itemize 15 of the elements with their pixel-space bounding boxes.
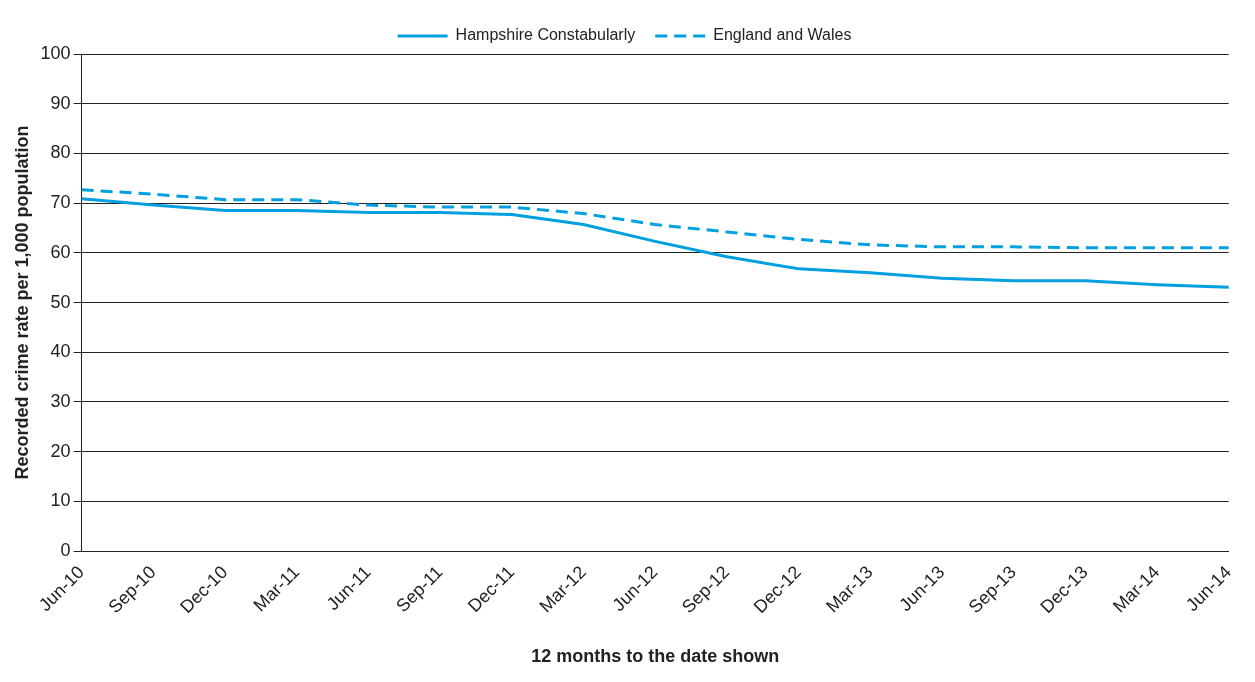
legend-label: Hampshire Constabularly [455, 26, 636, 44]
y-tick-label: 0 [60, 540, 71, 561]
y-axis-title: Recorded crime rate per 1,000 population [11, 125, 32, 480]
y-tick-label: 20 [50, 440, 71, 461]
y-tick-label: 80 [50, 142, 71, 163]
legend-label: England and Wales [713, 26, 852, 44]
y-tick-label: 50 [50, 291, 71, 312]
y-tick-label: 30 [50, 390, 71, 411]
y-tick-label: 90 [50, 92, 71, 113]
x-axis-title: 12 months to the date shown [531, 646, 780, 667]
y-tick-label: 10 [50, 490, 71, 511]
y-tick-label: 100 [40, 42, 71, 63]
y-tick-label: 70 [50, 192, 71, 213]
y-tick-label: 40 [50, 341, 71, 362]
y-tick-label: 60 [50, 241, 71, 262]
